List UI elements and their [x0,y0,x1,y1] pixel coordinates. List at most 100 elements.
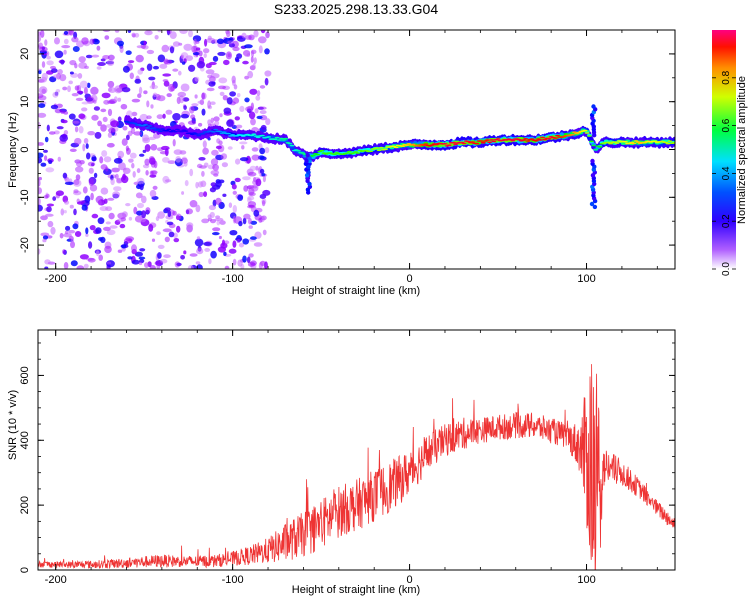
x-tick-label: 100 [577,574,595,586]
spectrogram-blob [85,54,93,59]
spectrogram-blob [46,206,52,213]
colorbar-tick-label: 0.8 [721,70,732,84]
spectrogram-blob [259,168,265,174]
spectrogram-blob [149,84,159,90]
spectrogram-blob [253,57,257,64]
spectrogram-ridge-cell [478,140,484,142]
spectrogram-blob [94,131,102,139]
spectrogram-blob [183,250,187,255]
spectrogram-ridge-cell [523,138,529,140]
spectrogram-blob [165,109,173,115]
spectrogram-blob [242,176,251,181]
spectrogram-blob [176,262,182,267]
spectrogram-blob [139,113,149,122]
spectrogram-ridge-cell [608,142,613,145]
spectrogram-blob [100,236,106,243]
spectrogram-blob [210,182,217,187]
spectrogram-blob [179,95,185,104]
x-tick-label: -100 [222,273,244,285]
spectrogram-blob [105,221,111,225]
colorbar-gradient [712,30,736,269]
spectrogram-blob [258,45,263,54]
spectrogram-blob [41,61,46,68]
spectrogram-blob [133,131,142,136]
spectrogram-blob [210,170,220,176]
spectrogram-blob [196,163,203,169]
spectrogram-blob [125,236,135,242]
spectrogram-blob [262,175,266,183]
spectrogram-blob [265,118,271,126]
spectrogram-blob [175,156,182,163]
spectrogram-blob [188,30,193,38]
spectrogram-blob [135,192,143,199]
spectrogram-blob [137,69,143,75]
spectrogram-blob [100,108,107,113]
spectrogram-blob [242,255,247,263]
spectrogram-ridge-cell [671,141,675,144]
spectrogram-ridge-cell [132,122,138,125]
spectrogram-blob [154,35,159,40]
spectrogram-ridge-cell [383,148,388,151]
spectrogram-blob [104,35,110,40]
spectrogram-blob [69,71,74,75]
snr-panel: -200 -100 0 100 0 200 400 600 Height of straig… [7,329,676,596]
spectrogram-blob [256,115,263,120]
spectrogram-blob [186,222,194,229]
spectrogram-blob [258,36,267,44]
spectrogram-blob [106,261,112,265]
spectrogram-blob [114,85,123,94]
spectrogram-blob [264,48,270,55]
spectrogram-blob [97,217,105,225]
spectrogram-ridge-cell [332,153,337,156]
spectrogram-blob [85,143,89,149]
spectrogram-blob [198,122,203,127]
spectrogram-blob [96,45,101,51]
spectrogram-blob [255,95,261,101]
spectrogram-blob [100,164,108,170]
spectrogram-blob [216,138,221,144]
spectrogram-blob [224,240,230,245]
spectrogram-blob [113,96,118,103]
spectrogram-blob [168,231,175,238]
figure-title: S233.2025.298.13.33.G04 [274,1,438,17]
spectrogram-y-label: Frequency (Hz) [7,112,19,188]
spectrogram-ridge-cell [296,149,301,152]
spectrogram-ridge-cell [614,142,620,144]
spectrogram-blob [193,38,197,46]
spectrogram-ridge-cell [217,130,223,133]
spectrogram-blob [146,49,155,55]
spectrogram-blob [102,116,108,123]
spectrogram-blob [45,167,55,173]
spectrogram-blob [107,132,113,138]
x-tick-label: -100 [222,574,244,586]
spectrogram-blob [212,232,220,236]
spectrogram-blob [242,217,247,225]
spectrogram-blob [250,220,258,225]
spectrogram-blob [157,211,166,219]
spectrogram-blob [85,227,89,235]
spectrogram-blob [183,105,187,110]
spectrogram-blob [44,39,48,46]
spectrogram-blob [195,261,201,265]
spectrogram-blob [166,221,174,226]
spectrogram-blob [258,261,263,269]
spectrogram-blob [166,93,172,98]
spectrogram-blob [232,240,237,248]
y-tick-label: 10 [19,96,31,108]
y-tick-label: -10 [19,189,31,205]
spectrogram-ridge-cell [546,137,552,140]
spectrogram-ridge-cell [485,139,490,141]
spectrogram-blob [74,137,82,145]
spectrogram-blob [93,106,100,111]
spectrogram-blob [141,210,147,219]
spectrogram-blob [131,259,140,265]
spectrogram-blob [134,251,143,257]
spectrogram-blob [117,116,122,122]
y-tick-label: 400 [19,431,31,449]
spectrogram-blob [231,183,237,190]
colorbar-tick-label: 0.2 [721,214,732,228]
colorbar-tick-label: 0.0 [721,262,732,276]
spectrogram-blob [152,185,158,190]
